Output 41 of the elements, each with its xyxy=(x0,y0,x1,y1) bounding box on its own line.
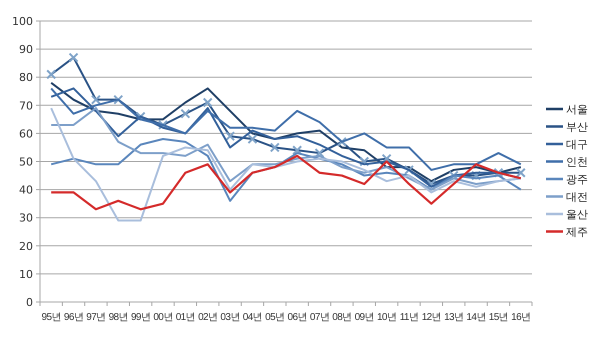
legend-label: 서울 xyxy=(566,103,588,116)
x-tick-label: 13년 xyxy=(444,312,464,323)
y-tick-label: 30 xyxy=(19,212,33,225)
x-tick-label: 03년 xyxy=(220,312,240,323)
legend-label: 광주 xyxy=(566,173,588,186)
x-tick-label: 00년 xyxy=(153,312,173,323)
y-tick-label: 0 xyxy=(26,296,33,309)
x-tick-label: 06년 xyxy=(288,312,307,323)
x-tick-label: 16년 xyxy=(511,312,530,323)
y-tick-label: 80 xyxy=(19,71,33,84)
legend-label: 대구 xyxy=(566,138,588,151)
y-tick-label: 90 xyxy=(19,43,33,56)
x-tick-label: 98년 xyxy=(108,312,128,323)
legend-label: 제주 xyxy=(566,226,588,238)
x-tick-label: 12년 xyxy=(422,312,442,323)
legend-label: 울산 xyxy=(566,208,588,221)
x-tick-label: 04년 xyxy=(242,312,262,323)
x-tick-label: 97년 xyxy=(86,312,106,323)
x-tick-label: 14년 xyxy=(466,312,486,323)
legend-label: 인천 xyxy=(566,156,588,168)
legend-label: 대전 xyxy=(566,190,588,204)
y-tick-label: 70 xyxy=(19,99,33,112)
x-tick-label: 11년 xyxy=(400,312,418,323)
y-tick-label: 40 xyxy=(19,184,33,197)
x-tick-label: 09년 xyxy=(354,312,374,323)
y-tick-label: 10 xyxy=(19,268,33,281)
x-tick-label: 05년 xyxy=(265,312,284,323)
x-tick-label: 07년 xyxy=(310,312,330,323)
x-tick-label: 99년 xyxy=(130,312,150,323)
y-tick-label: 100 xyxy=(12,15,33,28)
x-tick-label: 01년 xyxy=(176,312,196,323)
x-tick-label: 08년 xyxy=(332,312,352,323)
x-tick-label: 15년 xyxy=(488,312,508,323)
y-tick-label: 20 xyxy=(19,240,33,253)
legend-label: 부산 xyxy=(566,120,588,134)
x-tick-label: 96년 xyxy=(64,312,84,323)
y-tick-label: 60 xyxy=(19,127,33,140)
x-tick-label: 95년 xyxy=(42,312,61,323)
y-tick-label: 50 xyxy=(19,156,33,168)
x-tick-label: 02년 xyxy=(198,312,218,323)
x-tick-label: 10년 xyxy=(376,312,396,323)
